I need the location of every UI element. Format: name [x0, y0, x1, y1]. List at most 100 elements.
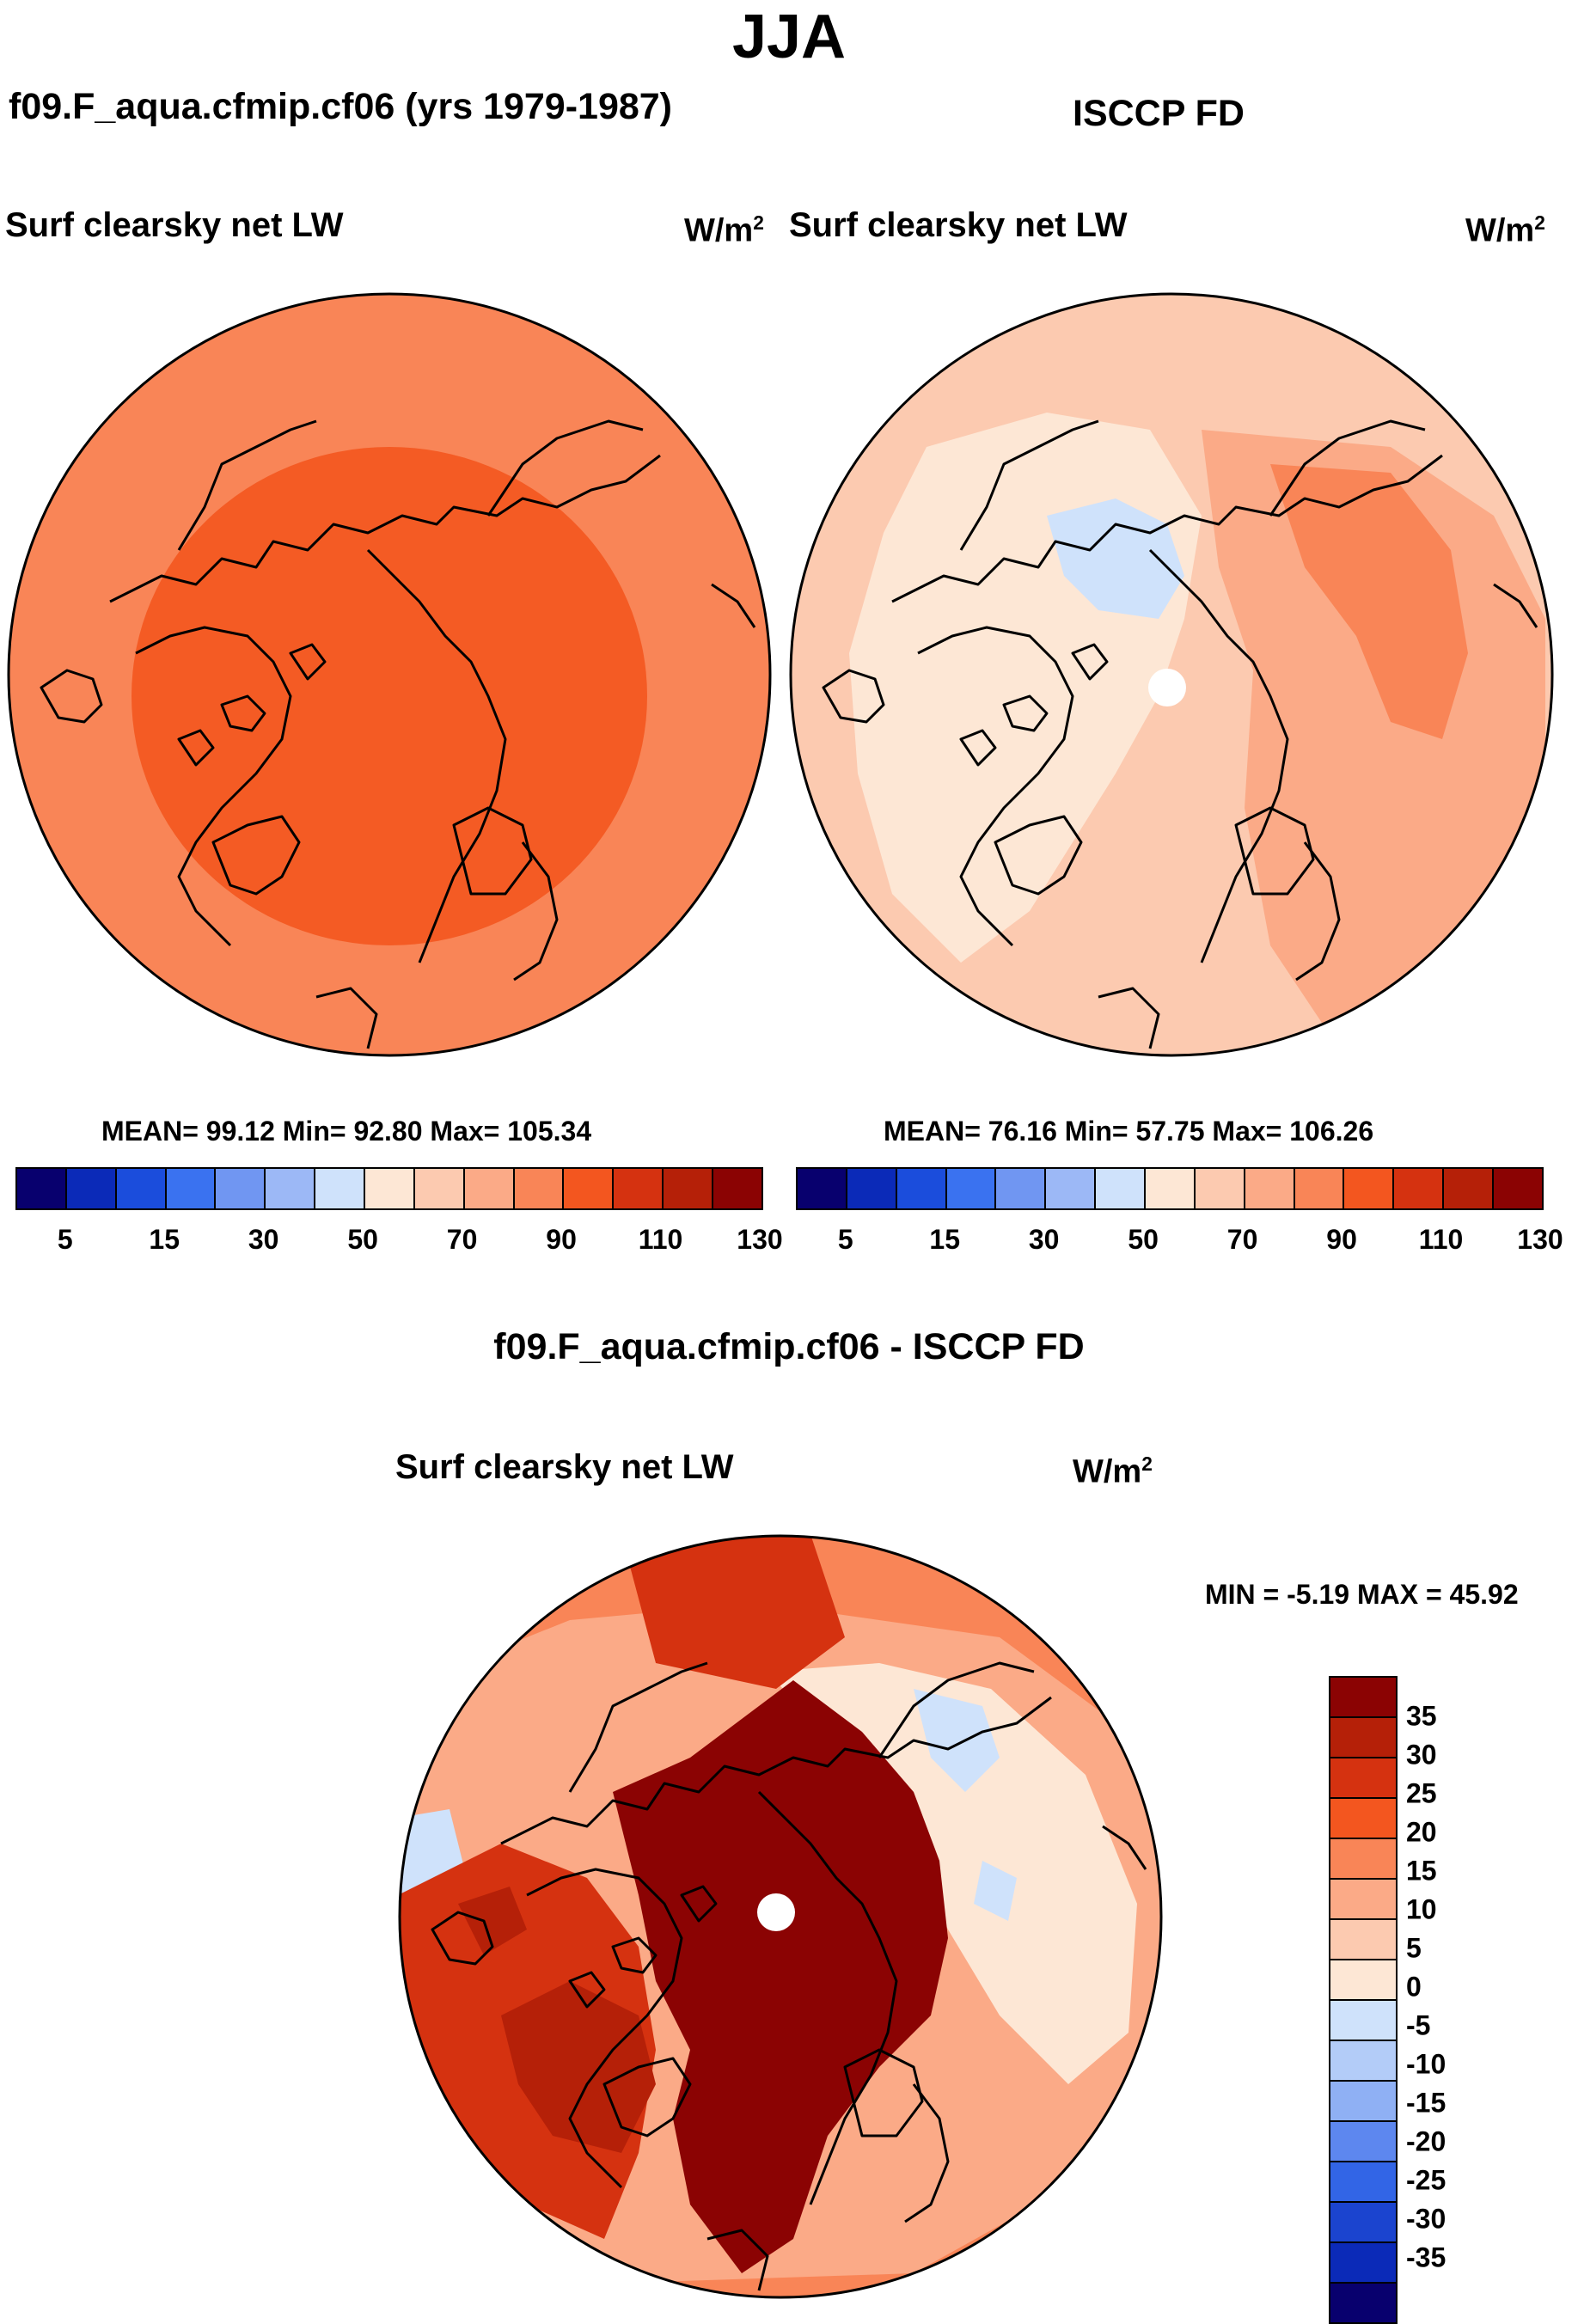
colorbar-tick-label: 50 [347, 1224, 378, 1255]
colorbar-tick-label: 30 [1028, 1224, 1060, 1255]
colorbar-tick-label: 35 [1406, 1700, 1437, 1732]
colorbar-tick-label: 50 [1128, 1224, 1159, 1255]
map-region [1270, 464, 1468, 739]
right-panel-header: ISCCP FD [1073, 93, 1245, 134]
colorbar-tick-label: 30 [1406, 1739, 1437, 1771]
colorbar-swatch [564, 1169, 615, 1208]
diff-panel-header: f09.F_aqua.cfmip.cf06 - ISCCP FD [493, 1326, 1085, 1367]
colorbar-swatch [1494, 1169, 1542, 1208]
colorbar-tick-label: 130 [737, 1224, 783, 1255]
colorbar-tick-label: 30 [248, 1224, 279, 1255]
left-colorbar [15, 1167, 763, 1210]
diff-colorbar [1329, 1676, 1398, 2324]
colorbar-tick-label: 15 [1406, 1855, 1437, 1887]
colorbar-tick-label: 130 [1517, 1224, 1563, 1255]
colorbar-swatch [1330, 2162, 1396, 2203]
colorbar-swatch [664, 1169, 714, 1208]
colorbar-swatch [315, 1169, 366, 1208]
colorbar-swatch [713, 1169, 761, 1208]
map-region [1047, 498, 1184, 619]
colorbar-tick-label: 5 [1406, 1932, 1422, 1964]
colorbar-swatch [798, 1169, 847, 1208]
right-stats: MEAN= 76.16 Min= 57.75 Max= 106.26 [884, 1116, 1374, 1147]
colorbar-swatch [1344, 1169, 1395, 1208]
coastlines [431, 1661, 1147, 2291]
colorbar-tick-label: 15 [929, 1224, 960, 1255]
colorbar-tick-label: -35 [1406, 2241, 1446, 2273]
diff-units-label: W/m2 [1073, 1452, 1153, 1490]
colorbar-swatch [1330, 1880, 1396, 1920]
colorbar-swatch [1294, 1169, 1345, 1208]
page-title: JJA [731, 3, 847, 71]
colorbar-swatch [116, 1169, 167, 1208]
colorbar-swatch [1330, 1960, 1396, 2001]
colorbar-swatch [1330, 2041, 1396, 2082]
left-field-label: Surf clearsky net LW [5, 206, 344, 244]
colorbar-swatch [1330, 1839, 1396, 1880]
colorbar-swatch [414, 1169, 465, 1208]
colorbar-swatch [1330, 1678, 1396, 1718]
colorbar-swatch [1245, 1169, 1295, 1208]
colorbar-swatch [896, 1169, 947, 1208]
right-units-label: W/m2 [1465, 211, 1545, 249]
colorbar-swatch [166, 1169, 217, 1208]
colorbar-tick-label: 5 [837, 1224, 853, 1255]
colorbar-tick-label: -15 [1406, 2087, 1446, 2119]
right-colorbar [796, 1167, 1544, 1210]
colorbar-swatch [946, 1169, 997, 1208]
diff-map [398, 1534, 1163, 2299]
colorbar-tick-label: 90 [1326, 1224, 1357, 1255]
coastlines [822, 419, 1538, 1049]
colorbar-swatch [1146, 1169, 1196, 1208]
right-field-label: Surf clearsky net LW [789, 206, 1128, 244]
map-region [400, 1536, 845, 2239]
colorbar-swatch [266, 1169, 316, 1208]
colorbar-swatch [66, 1169, 117, 1208]
colorbar-swatch [1330, 1718, 1396, 1758]
colorbar-swatch [464, 1169, 515, 1208]
pole-mask [1148, 669, 1186, 706]
colorbar-swatch [1330, 1920, 1396, 1960]
colorbar-tick-label: 15 [149, 1224, 180, 1255]
colorbar-swatch [614, 1169, 664, 1208]
colorbar-swatch [1330, 2203, 1396, 2243]
colorbar-swatch [1046, 1169, 1097, 1208]
colorbar-swatch [514, 1169, 565, 1208]
colorbar-swatch [1330, 2001, 1396, 2041]
model-map [7, 292, 772, 1057]
colorbar-tick-label: 5 [57, 1224, 73, 1255]
colorbar-tick-label: 70 [1226, 1224, 1258, 1255]
colorbar-tick-label: -30 [1406, 2203, 1446, 2235]
map-region [400, 1689, 1017, 1921]
colorbar-swatch [1195, 1169, 1245, 1208]
colorbar-swatch [1330, 2243, 1396, 2284]
colorbar-tick-label: 10 [1406, 1893, 1437, 1925]
coastlines [40, 419, 756, 1049]
colorbar-swatch [1330, 2284, 1396, 2322]
colorbar-tick-label: 70 [446, 1224, 478, 1255]
map-region [613, 1680, 948, 2273]
colorbar-swatch [847, 1169, 897, 1208]
colorbar-tick-label: 90 [546, 1224, 577, 1255]
colorbar-tick-label: -10 [1406, 2048, 1446, 2080]
colorbar-swatch [365, 1169, 415, 1208]
obs-map [789, 292, 1554, 1057]
colorbar-swatch [1394, 1169, 1445, 1208]
colorbar-tick-label: -25 [1406, 2164, 1446, 2196]
left-panel-header: f09.F_aqua.cfmip.cf06 (yrs 1979-1987) [9, 86, 673, 127]
colorbar-swatch [1330, 2082, 1396, 2122]
colorbar-tick-label: -5 [1406, 2009, 1431, 2041]
colorbar-tick-label: 20 [1406, 1816, 1437, 1848]
colorbar-swatch [216, 1169, 266, 1208]
colorbar-swatch [17, 1169, 67, 1208]
colorbar-tick-label: -20 [1406, 2125, 1446, 2157]
left-units-label: W/m2 [684, 211, 764, 249]
diff-minmax: MIN = -5.19 MAX = 45.92 [1205, 1579, 1519, 1610]
colorbar-tick-label: 25 [1406, 1777, 1437, 1809]
diff-field-label: Surf clearsky net LW [395, 1448, 734, 1486]
colorbar-swatch [1096, 1169, 1147, 1208]
pole-mask [757, 1893, 795, 1931]
colorbar-swatch [1330, 1799, 1396, 1839]
left-stats: MEAN= 99.12 Min= 92.80 Max= 105.34 [101, 1116, 592, 1147]
colorbar-swatch [1330, 1758, 1396, 1799]
